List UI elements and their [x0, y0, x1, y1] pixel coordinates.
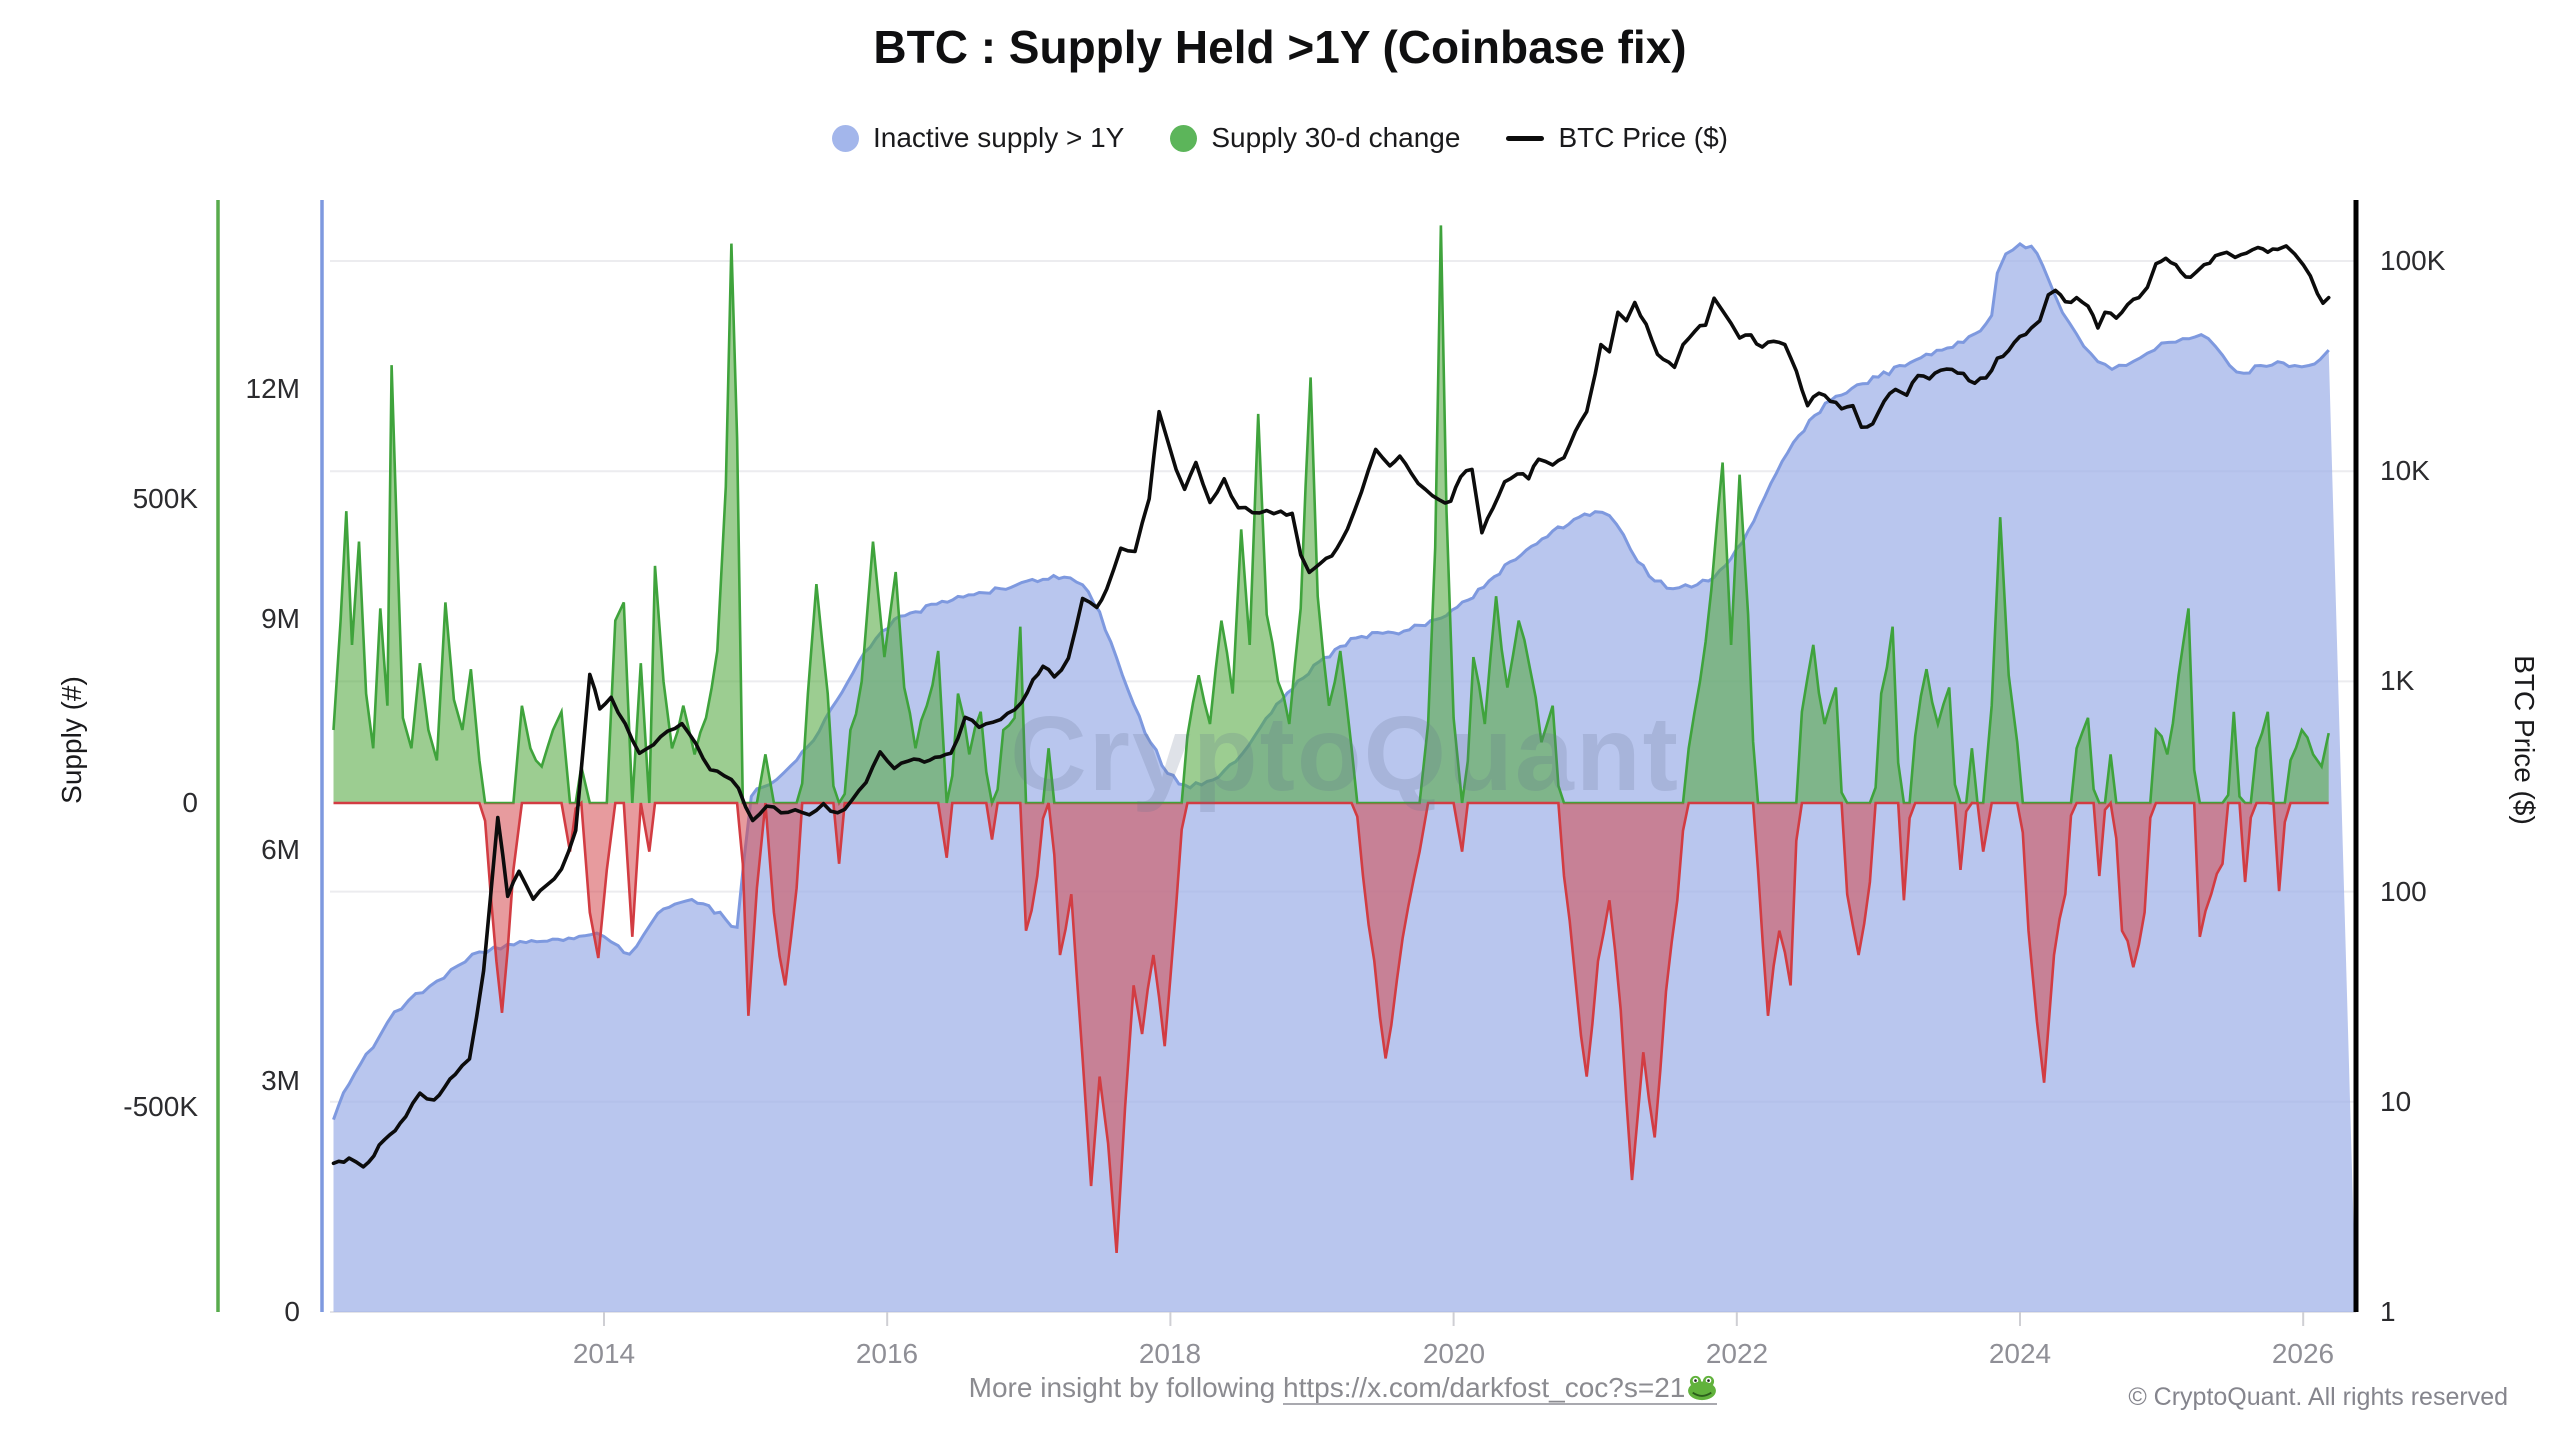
legend-item-label: BTC Price ($) — [1558, 122, 1729, 153]
y-tick-price: 10K — [2380, 455, 2430, 486]
y-tick-change: 500K — [132, 483, 198, 514]
x-tick-year: 2016 — [855, 1338, 919, 1369]
footer-text: More insight by following — [968, 1372, 1284, 1403]
legend-dot-icon — [1170, 124, 1198, 152]
supply-change-negative-area — [333, 803, 2329, 1253]
footer-link[interactable]: https://x.com/darkfost_coc?s=21 — [1283, 1372, 1718, 1408]
footer-note: More insight by following https://x.com/… — [330, 1372, 2356, 1408]
x-tick-year: 2014 — [572, 1338, 636, 1369]
y-tick-price: 1K — [2380, 665, 2415, 696]
legend-dash-icon — [1506, 135, 1545, 141]
x-tick-year: 2022 — [1705, 1338, 1769, 1369]
y-tick-price: 100 — [2380, 876, 2427, 907]
y-tick-price: 100K — [2380, 245, 2446, 276]
legend-item-label: Supply 30-d change — [1211, 122, 1461, 153]
y-tick-supply: 12M — [245, 373, 300, 404]
y-tick-supply: 6M — [261, 834, 300, 865]
y-tick-price: 10 — [2380, 1086, 2412, 1117]
y-axis-title-supply: Supply (#) — [56, 676, 87, 804]
legend-dot-icon — [831, 124, 859, 152]
legend-item-label: Inactive supply > 1Y — [872, 122, 1125, 153]
inactive-supply-outline — [332, 242, 2330, 1121]
legend-item-2[interactable]: BTC Price ($) — [1506, 122, 1728, 154]
y-tick-change: 0 — [182, 787, 198, 818]
y-tick-change: -500K — [123, 1091, 198, 1122]
y-tick-supply: 9M — [261, 603, 300, 634]
frog-emoji-icon — [1687, 1375, 1717, 1408]
supply-change-positive-area — [333, 225, 2329, 803]
legend: Inactive supply > 1Y Supply 30-d change BT… — [0, 122, 2560, 154]
y-tick-supply: 0 — [284, 1296, 300, 1327]
y-tick-price: 1 — [2380, 1296, 2396, 1327]
btc-price-line — [331, 244, 2331, 1169]
y-tick-supply: 3M — [261, 1065, 300, 1096]
legend-item-1[interactable]: Supply 30-d change — [1170, 122, 1460, 154]
x-tick-year: 2024 — [1988, 1338, 2052, 1369]
page-title: BTC : Supply Held >1Y (Coinbase fix) — [873, 21, 1687, 73]
supply-change-negative-outline — [333, 799, 2329, 1254]
copyright-note: © CryptoQuant. All rights reserved — [2128, 1383, 2508, 1411]
x-tick-year: 2026 — [2271, 1338, 2335, 1369]
y-axis-title-price: BTC Price ($) — [2509, 655, 2540, 825]
x-tick-year: 2020 — [1422, 1338, 1486, 1369]
x-tick-year: 2018 — [1138, 1338, 1202, 1369]
legend-item-0[interactable]: Inactive supply > 1Y — [831, 122, 1125, 154]
